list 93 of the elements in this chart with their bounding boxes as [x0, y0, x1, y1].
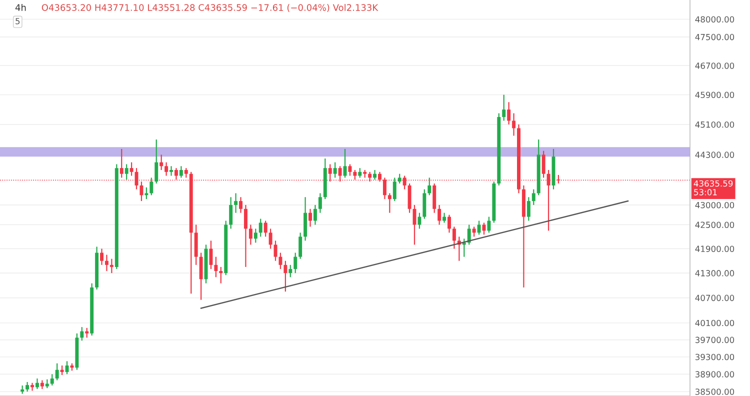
y-tick-label: 41900.00 [695, 246, 734, 252]
candlestick [229, 196, 233, 230]
y-tick-label: 42500.00 [695, 222, 734, 228]
candlestick [313, 204, 317, 226]
candlestick [507, 102, 511, 126]
candlestick [268, 228, 272, 250]
candlestick [532, 188, 536, 206]
candlestick [26, 381, 30, 392]
y-tick-label: 40100.00 [695, 320, 734, 326]
candlestick [418, 212, 422, 230]
candlestick [164, 162, 168, 176]
y-tick-label: 38900.00 [695, 371, 734, 378]
candlestick [472, 226, 476, 238]
candlestick [248, 224, 252, 246]
candlestick [432, 182, 436, 214]
candlestick [65, 360, 69, 375]
candlestick [30, 382, 34, 392]
candlestick [526, 196, 530, 222]
candlestick [502, 94, 506, 122]
candlestick [343, 148, 347, 178]
candlestick [124, 164, 128, 180]
candlestick [422, 188, 426, 220]
chart-subtitle: O43653.20 H43771.10 L43551.28 C43635.59 −17.61 (−0.04%) Vol2.133K [42, 4, 378, 12]
candlestick [184, 168, 188, 178]
candlestick [284, 260, 288, 292]
candlestick [358, 168, 362, 178]
candlestick [50, 374, 54, 386]
y-tick-label: 41300.00 [695, 270, 734, 276]
candlestick [392, 177, 396, 202]
candlestick [130, 162, 134, 176]
y-tick-label: 46700.00 [695, 62, 734, 69]
candlestick [388, 192, 392, 214]
candlestick [512, 112, 516, 136]
candlestick [160, 154, 164, 171]
candlestick [398, 173, 402, 184]
y-tick-label: 45900.00 [695, 92, 734, 98]
y-tick-label: 40700.00 [695, 294, 734, 302]
y-tick-label: 48000.00 [695, 16, 734, 23]
candlestick [60, 364, 64, 376]
candlestick [304, 196, 308, 242]
candlestick [170, 166, 173, 176]
candlestick [254, 228, 258, 244]
candlestick [428, 177, 432, 196]
y-tick-label: 38500.00 [695, 388, 734, 395]
candlestick [214, 256, 218, 278]
candlestick [244, 204, 248, 268]
candlestick [239, 196, 242, 214]
candlestick [452, 226, 456, 250]
annotation: 5 [16, 18, 20, 24]
candlestick [333, 162, 337, 178]
candlestick [179, 166, 183, 178]
candlestick [467, 224, 471, 246]
candlestick [35, 378, 39, 390]
candlestick [448, 214, 451, 234]
candlestick [288, 264, 292, 278]
candlestick [438, 204, 442, 226]
candlestick [308, 208, 312, 228]
candlestick [100, 248, 104, 266]
candlestick [318, 192, 322, 214]
ref-line-label: 43635.59 [694, 180, 733, 187]
y-tick-label: 44300.00 [695, 152, 734, 158]
candlestick [199, 252, 203, 300]
candlestick [104, 254, 108, 272]
y-tick-label: 43000.00 [695, 202, 734, 208]
candlestick [258, 218, 262, 238]
candlestick [298, 232, 302, 260]
candlestick [80, 326, 84, 342]
candlestick [154, 138, 158, 184]
candlestick [209, 240, 213, 270]
y-tick-label: 39700.00 [695, 336, 734, 344]
candlestick [264, 220, 268, 238]
candlestick [542, 150, 546, 178]
candlestick [487, 216, 491, 234]
candlestick [150, 177, 154, 196]
candlestick [353, 169, 357, 180]
candlestick [477, 220, 481, 236]
candlestick [110, 258, 114, 274]
y-tick-label: 45100.00 [695, 121, 734, 128]
y-tick-label: 47500.00 [695, 34, 734, 40]
candlestick [408, 182, 412, 214]
candlestick [278, 252, 282, 270]
candlestick [144, 186, 148, 200]
candlestick [294, 252, 298, 274]
candlestick [234, 192, 238, 214]
candlestick [373, 169, 377, 180]
candlestick [219, 266, 223, 284]
candlestick [348, 164, 352, 176]
candlestick [85, 327, 89, 338]
chart-title: 4h [15, 4, 26, 11]
candlestick [120, 148, 124, 178]
text: 53:01 [694, 189, 717, 196]
y-tick-label: 39300.00 [695, 354, 734, 360]
candlestick [55, 362, 59, 381]
